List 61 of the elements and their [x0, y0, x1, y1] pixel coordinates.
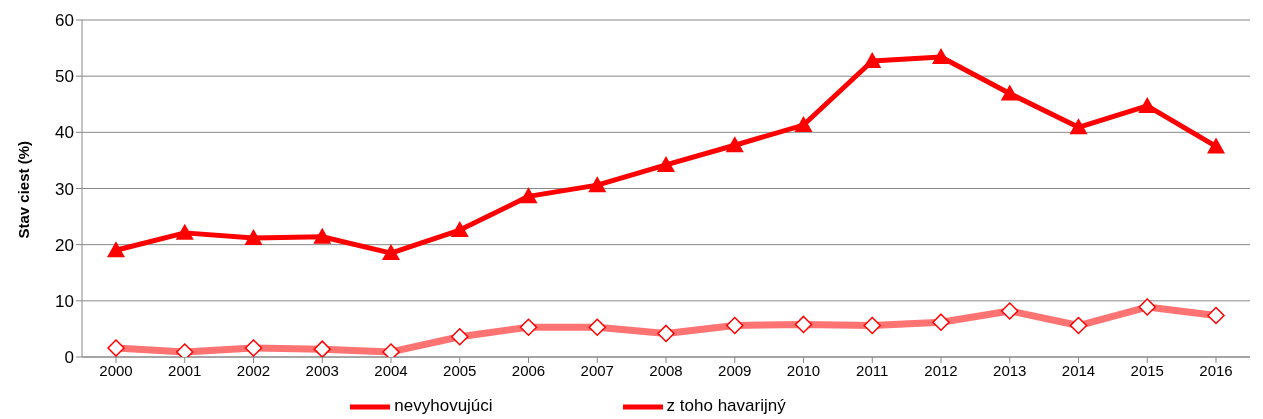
x-tick-label: 2014: [1061, 361, 1096, 379]
y-tick-label: 60: [55, 11, 74, 31]
point: [107, 339, 125, 357]
x-tick-label: 2003: [305, 361, 339, 379]
x-tick-label: 2002: [236, 361, 271, 379]
point: [519, 318, 538, 336]
point: [1000, 84, 1019, 101]
x-tick-label: 2005: [443, 361, 477, 379]
point: [1069, 118, 1088, 135]
point: [1138, 96, 1157, 113]
point: [1207, 306, 1225, 325]
point: [382, 244, 400, 261]
y-tick-label: 50: [55, 67, 74, 87]
legend-label: nevyhovujúci: [394, 396, 493, 416]
x-tick-label: 2013: [993, 361, 1027, 379]
point: [244, 228, 263, 245]
point: [657, 155, 675, 172]
point: [176, 343, 194, 357]
point: [313, 227, 332, 244]
point: [451, 328, 469, 346]
point: [932, 313, 950, 331]
y-tick-label: 10: [55, 291, 74, 311]
y-axis-title: Stav ciest (%): [15, 140, 33, 239]
x-tick-label: 2011: [856, 361, 889, 379]
x-tick-label: 2015: [1130, 361, 1164, 379]
point: [244, 339, 263, 357]
point: [726, 316, 744, 335]
point: [1001, 302, 1019, 320]
y-tick-label: 40: [55, 123, 74, 143]
point: [313, 340, 331, 357]
point: [519, 187, 538, 204]
x-tick-label: 2012: [924, 361, 958, 379]
point: [657, 324, 675, 343]
y-tick-label: 0: [64, 348, 74, 368]
x-tick-label: 2016: [1199, 361, 1233, 379]
point: [107, 241, 125, 258]
x-tick-label: 2004: [374, 361, 408, 379]
point: [863, 316, 881, 335]
x-tick-label: 2001: [168, 361, 202, 379]
x-tick-label: 2006: [511, 361, 546, 379]
x-tick-label: 2007: [580, 361, 614, 379]
point: [1207, 137, 1225, 154]
x-tick-label: 2010: [786, 361, 821, 379]
point: [175, 223, 194, 240]
point: [588, 176, 607, 193]
point: [932, 48, 950, 65]
y-tick-label: 20: [55, 235, 74, 255]
point: [1069, 316, 1088, 335]
point: [450, 221, 469, 238]
x-tick-label: 2009: [718, 361, 752, 379]
x-tick-label: 2008: [649, 361, 683, 379]
point: [382, 343, 400, 357]
point: [863, 52, 882, 68]
point: [794, 315, 813, 334]
y-tick-label: 30: [55, 179, 74, 199]
point: [794, 116, 813, 133]
legend-label: z toho havarijný: [666, 396, 786, 416]
point: [725, 136, 744, 153]
point: [1138, 298, 1156, 316]
point: [588, 318, 606, 336]
x-tick-label: 2000: [99, 361, 133, 379]
